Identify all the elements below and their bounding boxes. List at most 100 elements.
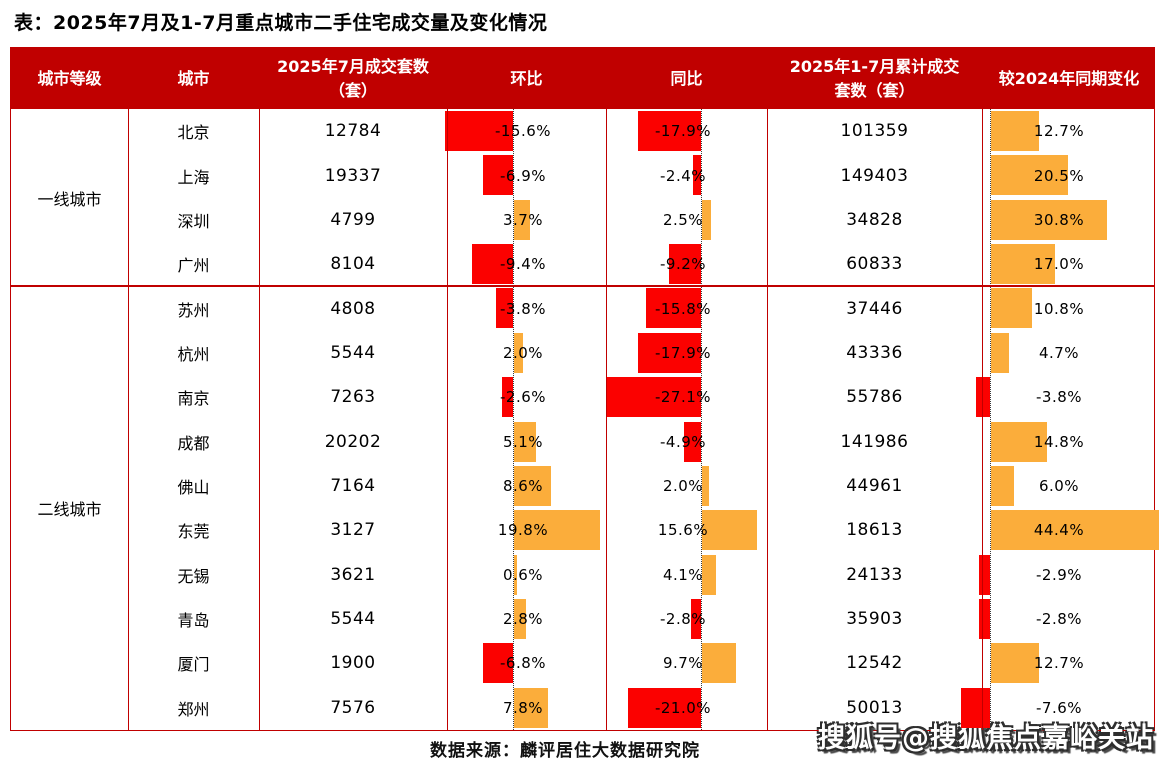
ytd-bar [979, 598, 990, 639]
yoy-value-label: -17.9% [654, 122, 712, 141]
cumulative-count-cell: 43336 [846, 342, 903, 363]
yoy-value-label: 2.5% [662, 210, 704, 229]
yoy-value-label: 2.0% [662, 477, 704, 496]
ytd-bar [991, 643, 1039, 684]
mom-bar [483, 643, 513, 684]
tier-cell: 一线城市 [37, 189, 102, 209]
ytd-bar [991, 288, 1032, 329]
mom-bar [514, 332, 523, 373]
ytd-value-label: -7.6% [1035, 698, 1083, 717]
yoy-value-label: -9.2% [659, 255, 707, 274]
mom-value-label: -9.4% [499, 255, 547, 274]
july-count-cell: 7576 [330, 697, 376, 718]
ytd-value-label: 10.8% [1033, 299, 1085, 318]
city-cell: 南京 [177, 389, 210, 409]
ytd-value-label: 4.7% [1038, 343, 1080, 362]
yoy-value-label: 4.1% [662, 565, 704, 584]
sohu-watermark: 搜狐号@搜狐焦点嘉峪关站 [818, 723, 1154, 754]
ytd-bar [991, 510, 1159, 551]
mom-value-label: 3.7% [502, 210, 544, 229]
header-cumulative: 2025年1-7月累计成交套数（套） [789, 57, 960, 100]
yoy-bar [702, 199, 711, 240]
yoy-bar [692, 155, 701, 196]
cumulative-count-cell: 101359 [840, 121, 909, 142]
mom-bar [514, 465, 552, 506]
city-cell: 东莞 [177, 522, 210, 542]
yoy-bar [702, 510, 757, 551]
data-source-note: 数据来源：麟评居住大数据研究院 [430, 741, 700, 761]
yoy-bar [645, 288, 701, 329]
city-cell: 上海 [177, 167, 210, 187]
header-city: 城市 [177, 68, 210, 88]
ytd-bar [991, 332, 1009, 373]
column-divider [606, 109, 607, 730]
yoy-zero-baseline [701, 109, 702, 730]
mom-bar [445, 111, 513, 151]
yoy-value-label: -21.0% [654, 698, 712, 717]
yoy-bar [702, 554, 717, 595]
mom-value-label: 5.1% [502, 432, 544, 451]
mom-bar [472, 244, 513, 285]
july-count-cell: 3127 [330, 520, 376, 541]
cumulative-count-cell: 35903 [846, 609, 903, 630]
city-cell: 杭州 [177, 344, 210, 364]
cumulative-count-cell: 44961 [846, 476, 903, 497]
yoy-value-label: 15.6% [657, 521, 709, 540]
yoy-bar [668, 244, 701, 285]
city-cell: 成都 [177, 433, 210, 453]
ytd-value-label: 44.4% [1033, 521, 1085, 540]
yoy-value-label: -27.1% [654, 388, 712, 407]
header-july-count: 2025年7月成交套数（套） [277, 57, 429, 100]
ytd-bar [991, 244, 1056, 285]
july-count-cell: 3621 [330, 564, 376, 585]
mom-bar [514, 598, 527, 639]
mom-value-label: -6.9% [499, 166, 547, 185]
yoy-bar [606, 377, 701, 418]
column-divider [767, 109, 768, 730]
cumulative-count-cell: 12542 [846, 653, 903, 674]
yoy-value-label: 9.7% [662, 654, 704, 673]
mom-value-label: 8.6% [502, 477, 544, 496]
yoy-bar [702, 643, 736, 684]
mom-bar [514, 687, 548, 728]
cumulative-count-cell: 60833 [846, 254, 903, 275]
cumulative-count-cell: 141986 [840, 431, 909, 452]
ytd-value-label: -2.9% [1035, 565, 1083, 584]
ytd-value-label: -2.8% [1035, 610, 1083, 629]
mom-value-label: 0.6% [502, 565, 544, 584]
mom-value-label: -2.6% [499, 388, 547, 407]
ytd-bar [979, 554, 990, 595]
july-count-cell: 4808 [330, 298, 376, 319]
ytd-value-label: 30.8% [1033, 210, 1085, 229]
city-cell: 郑州 [177, 699, 210, 719]
yoy-bar [638, 111, 701, 151]
city-cell: 广州 [177, 256, 210, 276]
header-mom: 环比 [510, 68, 543, 88]
july-count-cell: 7164 [330, 476, 376, 497]
july-count-cell: 19337 [324, 165, 382, 186]
mom-bar [514, 421, 537, 462]
mom-bar [501, 377, 513, 418]
header-city-tier: 城市等级 [37, 68, 102, 88]
mom-bar [482, 155, 513, 196]
july-count-cell: 1900 [330, 653, 376, 674]
mom-value-label: -15.6% [494, 122, 552, 141]
header-yoy: 同比 [670, 68, 703, 88]
cumulative-count-cell: 149403 [840, 165, 909, 186]
yoy-value-label: -17.9% [654, 343, 712, 362]
mom-bar [496, 288, 513, 329]
yoy-bar [638, 332, 701, 373]
yoy-value-label: -2.8% [659, 610, 707, 629]
table-header-row: 城市等级 城市 2025年7月成交套数（套） 环比 同比 2025年1-7月累计… [11, 48, 1154, 109]
mom-bar [514, 199, 531, 240]
column-divider [259, 109, 260, 730]
mom-value-label: -6.8% [499, 654, 547, 673]
table-body: 一线城市 北京 12784 101359 -15.6% -17.9% 12.7% 上海 1933… [11, 109, 1159, 730]
page-title: 表：2025年7月及1-7月重点城市二手住宅成交量及变化情况 [14, 12, 548, 34]
mom-bar [514, 510, 601, 551]
ytd-bar [991, 465, 1014, 506]
ytd-bar [991, 155, 1069, 196]
city-cell: 苏州 [177, 300, 210, 320]
yoy-value-label: -2.4% [659, 166, 707, 185]
